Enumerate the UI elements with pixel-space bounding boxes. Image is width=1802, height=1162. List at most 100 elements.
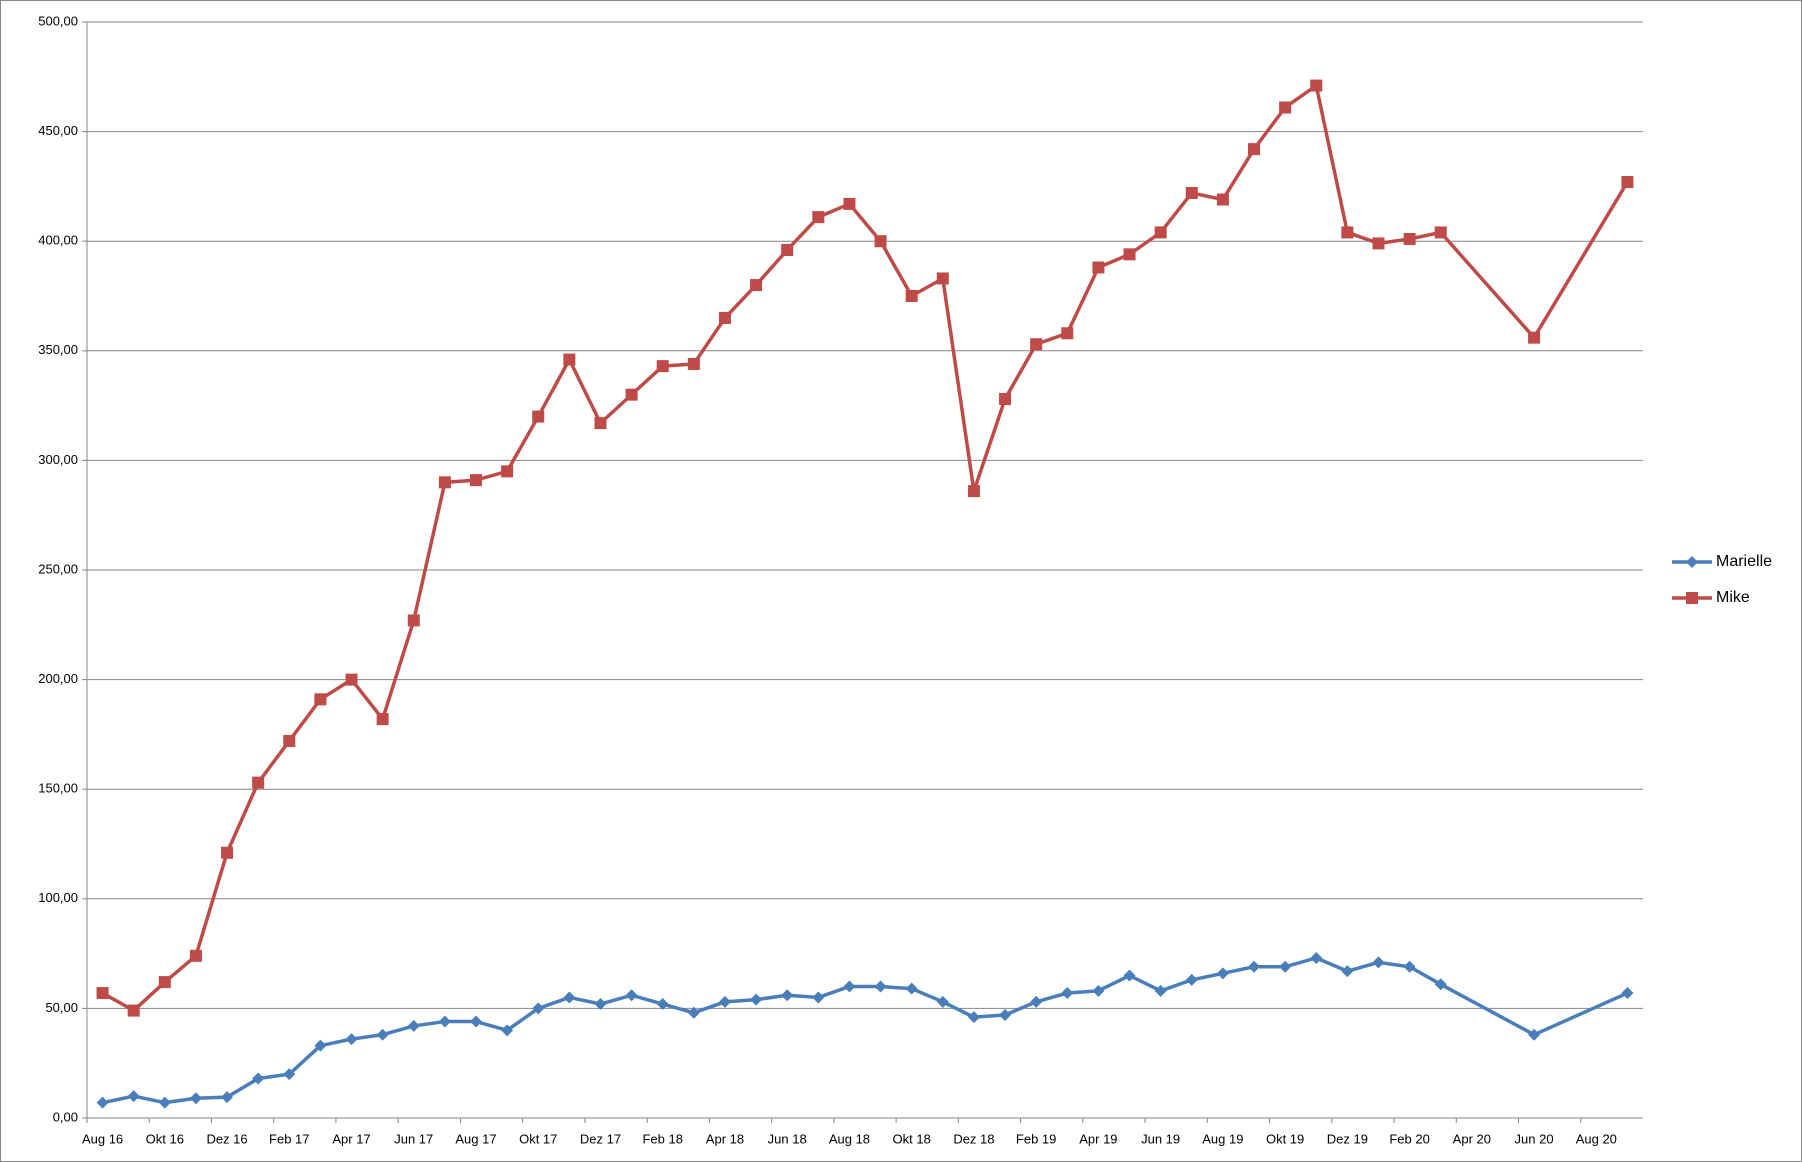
data-point: [687, 1006, 700, 1019]
data-point: [127, 1090, 140, 1103]
data-point: [501, 1024, 514, 1037]
data-point: [96, 1096, 109, 1109]
data-point: [999, 1008, 1012, 1021]
data-point: [781, 989, 794, 1002]
data-point: [905, 290, 918, 302]
data-point: [656, 998, 669, 1011]
data-point: [718, 995, 731, 1008]
data-point: [1216, 967, 1229, 980]
y-tick-label: 250,00: [38, 561, 78, 576]
data-point: [158, 1096, 171, 1109]
data-point: [96, 987, 109, 1000]
data-point: [252, 776, 265, 789]
data-point: [936, 995, 949, 1008]
data-point: [1621, 987, 1634, 1000]
data-point: [1092, 261, 1105, 274]
x-tick-label: Feb 19: [1016, 1131, 1056, 1146]
data-point: [1341, 226, 1354, 239]
data-point: [625, 388, 638, 401]
y-tick-label: 0,00: [53, 1109, 78, 1124]
x-tick-label: Okt 19: [1266, 1131, 1304, 1146]
data-point: [812, 991, 825, 1004]
data-point: [625, 989, 638, 1002]
data-point: [563, 991, 576, 1004]
data-point: [1216, 193, 1229, 206]
data-point: [1434, 226, 1447, 239]
data-point: [1123, 969, 1136, 982]
x-tick-label: Apr 19: [1079, 1131, 1117, 1146]
data-point: [843, 197, 856, 210]
data-point: [687, 357, 700, 370]
data-point: [750, 279, 763, 292]
y-tick-label: 350,00: [38, 342, 78, 357]
data-point: [812, 211, 825, 224]
x-tick-label: Aug 17: [455, 1131, 496, 1146]
data-point: [438, 476, 451, 489]
x-tick-label: Apr 17: [332, 1131, 370, 1146]
data-point: [501, 465, 514, 478]
data-point: [314, 1039, 327, 1052]
data-point: [563, 353, 576, 366]
legend-marker: [1686, 592, 1698, 604]
data-point: [221, 846, 234, 859]
series-line: [102, 956, 1629, 1105]
x-tick-label: Aug 20: [1576, 1131, 1617, 1146]
data-point: [1403, 233, 1416, 246]
x-tick-label: Feb 18: [642, 1131, 682, 1146]
data-point: [1248, 143, 1260, 156]
x-tick-label: Dez 17: [580, 1131, 621, 1146]
data-point: [781, 243, 794, 256]
data-point: [1372, 237, 1385, 250]
data-point: [470, 474, 482, 487]
x-tick-label: Jun 20: [1515, 1131, 1554, 1146]
x-tick-label: Aug 18: [829, 1131, 870, 1146]
x-tick-label: Jun 17: [394, 1131, 433, 1146]
data-point: [252, 1072, 265, 1085]
data-point: [1030, 338, 1043, 351]
data-point: [470, 1015, 482, 1028]
x-tick-label: Feb 20: [1389, 1131, 1429, 1146]
x-tick-label: Jun 18: [768, 1131, 807, 1146]
data-point: [905, 982, 918, 995]
y-tick-label: 100,00: [38, 890, 78, 905]
y-tick-label: 500,00: [38, 13, 78, 28]
x-tick-label: Dez 19: [1327, 1131, 1368, 1146]
data-point: [843, 980, 856, 993]
x-tick-label: Aug 19: [1202, 1131, 1243, 1146]
y-tick-label: 50,00: [45, 1000, 78, 1015]
data-point: [283, 734, 296, 747]
data-point: [376, 713, 389, 726]
data-point: [594, 998, 607, 1011]
data-point: [345, 1033, 358, 1046]
data-point: [1123, 248, 1136, 261]
data-point: [407, 614, 420, 627]
data-point: [1154, 984, 1167, 997]
data-point: [1621, 176, 1634, 189]
data-point: [936, 272, 949, 285]
y-tick-label: 150,00: [38, 781, 78, 796]
data-point: [656, 360, 669, 373]
x-tick-label: Apr 18: [706, 1131, 744, 1146]
y-tick-label: 300,00: [38, 452, 78, 467]
data-point: [594, 417, 607, 430]
x-tick-label: Dez 16: [206, 1131, 247, 1146]
data-point: [1279, 960, 1292, 973]
data-point: [314, 693, 327, 706]
data-point: [1154, 226, 1167, 239]
data-point: [1185, 186, 1198, 199]
y-tick-label: 200,00: [38, 671, 78, 686]
data-point: [532, 410, 545, 423]
data-point: [999, 393, 1012, 406]
series-line: [101, 83, 1629, 1013]
data-point: [1061, 987, 1074, 1000]
data-point: [1030, 995, 1043, 1008]
x-tick-label: Okt 16: [146, 1131, 184, 1146]
x-tick-label: Okt 17: [519, 1131, 557, 1146]
data-point: [189, 1092, 202, 1105]
data-point: [158, 976, 171, 989]
data-point: [1061, 327, 1074, 340]
data-point: [532, 1002, 545, 1015]
legend-label: Mike: [1716, 589, 1750, 606]
data-point: [345, 673, 358, 686]
